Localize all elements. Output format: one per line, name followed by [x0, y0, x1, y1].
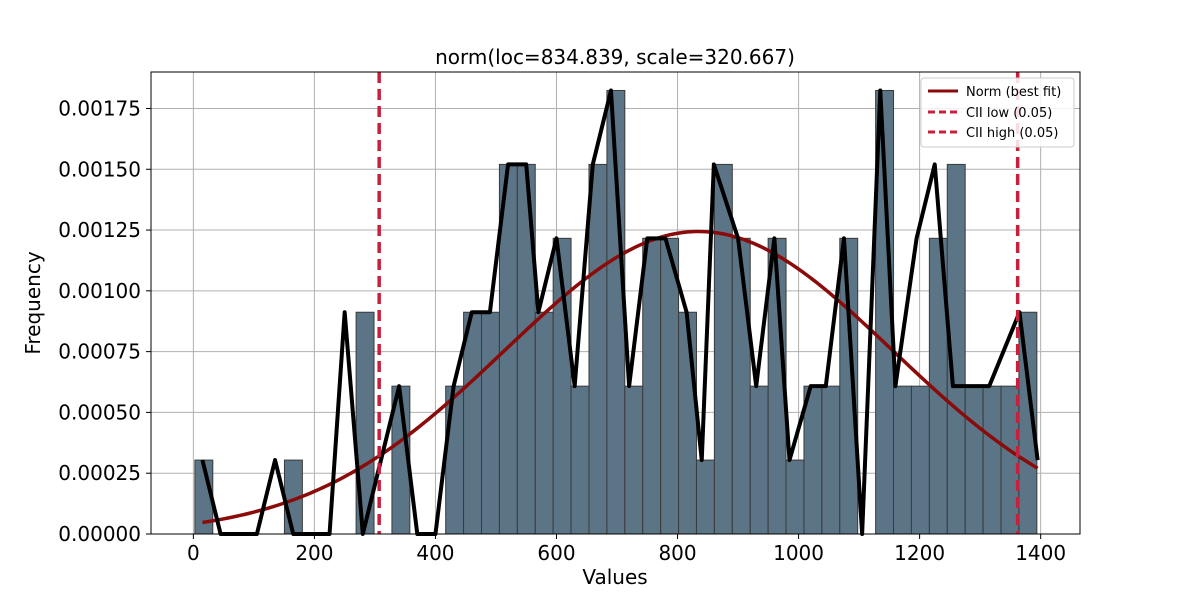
x-tick-label-2: 400: [416, 541, 454, 565]
y-tick-label-2: 0.00050: [58, 400, 141, 424]
histogram-bar-31: [749, 385, 769, 535]
histogram-bar-39: [893, 385, 912, 535]
histogram-bar-29: [713, 163, 733, 535]
chart-title: norm(loc=834.839, scale=320.667): [435, 45, 795, 69]
legend-ci-low-label: CII low (0.05): [966, 106, 1052, 121]
histogram-bar-28: [695, 459, 715, 535]
y-tick-label-0: 0.00000: [58, 522, 141, 546]
histogram-bar-25: [642, 237, 662, 535]
x-tick-label-3: 600: [537, 541, 575, 565]
x-tick-label-7: 1400: [1015, 541, 1066, 565]
x-tick-label-6: 1200: [894, 541, 945, 565]
x-axis-ticks: 0 200 400 600 800 1000 1200 1400: [187, 534, 1066, 565]
y-axis-ticks: 0.00000 0.00025 0.00050 0.00075 0.00100 0.001…: [58, 96, 151, 546]
y-tick-label-6: 0.00150: [58, 157, 141, 181]
histogram-bar-34: [803, 385, 823, 535]
legend-box: [920, 77, 1075, 148]
x-tick-label-4: 800: [658, 541, 696, 565]
histogram-bar-45: [1000, 385, 1020, 535]
y-tick-label-7: 0.00175: [58, 96, 141, 120]
kde-line-layer: [200, 88, 1040, 536]
histogram-bar-33: [785, 459, 805, 535]
histogram-bar-44: [982, 385, 1002, 535]
histogram-bar-27: [678, 311, 697, 535]
legend-fit-label: Norm (best fit): [966, 85, 1061, 100]
x-tick-label-1: 200: [295, 541, 333, 565]
legend-ci-high-label: CII high (0.05): [966, 126, 1058, 141]
y-tick-label-3: 0.00075: [58, 340, 141, 364]
histogram-bar-26: [660, 237, 680, 535]
legend: Norm (best fit) CII low (0.05) CII high …: [920, 77, 1075, 148]
ci-lines-layer: [377, 72, 1020, 534]
histogram-bar-30: [731, 237, 751, 535]
histogram-bar-15: [463, 311, 483, 535]
histogram-bar-19: [534, 311, 554, 535]
histogram-bar-40: [910, 385, 930, 535]
histogram-bar-24: [624, 385, 644, 535]
histogram-bars: [194, 89, 1038, 535]
x-tick-label-5: 1000: [773, 541, 824, 565]
histogram-bar-35: [821, 385, 841, 535]
kde-line: [200, 88, 1040, 536]
y-tick-label-5: 0.00125: [58, 218, 141, 242]
y-tick-label-1: 0.00025: [58, 461, 141, 485]
histogram-bar-43: [964, 385, 984, 535]
plot-frame: [150, 71, 1081, 535]
x-axis-label: Values: [582, 565, 647, 589]
x-tick-label-0: 0: [187, 541, 200, 565]
histogram-bar-22: [588, 163, 608, 535]
y-axis-label: Frequency: [21, 251, 45, 354]
histogram-bar-21: [570, 385, 590, 535]
histogram-bar-14: [445, 385, 465, 535]
y-tick-label-4: 0.00100: [58, 279, 141, 303]
histogram-bar-16: [481, 311, 500, 535]
